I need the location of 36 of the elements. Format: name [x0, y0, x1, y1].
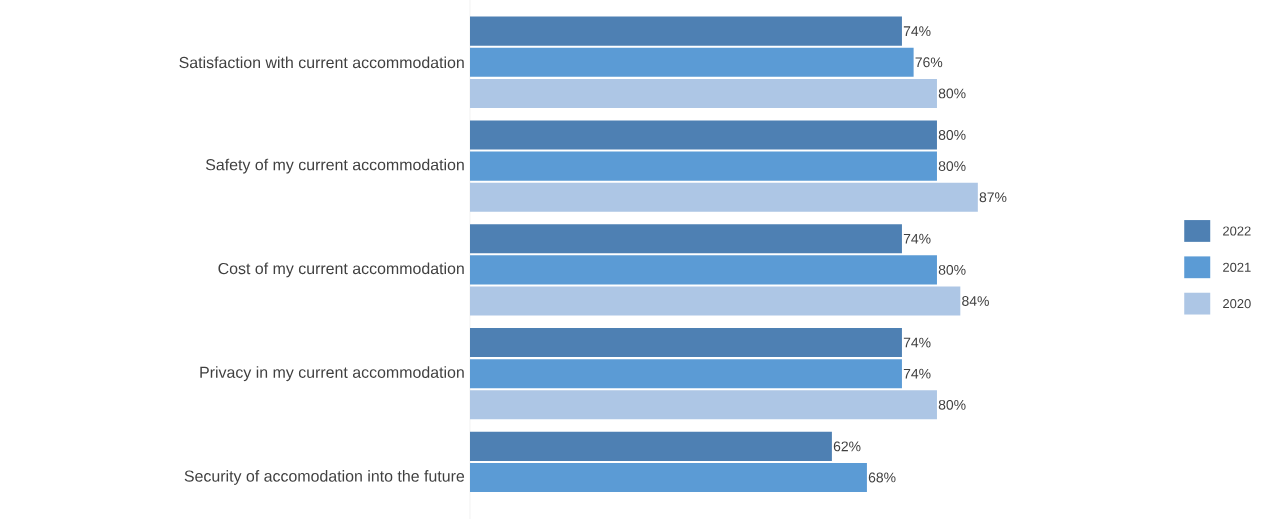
legend-label: 2020 — [1223, 299, 1251, 309]
bar — [470, 120, 937, 150]
data-label: 76% — [915, 57, 943, 68]
y-tick-label: Cost of my current accommodation — [218, 262, 464, 278]
bar — [470, 462, 867, 493]
legend-label: 2022 — [1223, 226, 1251, 236]
data-label: 68% — [868, 472, 896, 483]
bar — [470, 224, 902, 254]
bar — [470, 78, 937, 108]
bar — [470, 47, 914, 77]
bar — [470, 16, 902, 46]
data-label: 74% — [903, 337, 931, 348]
data-label: 80% — [938, 161, 966, 172]
bar — [470, 390, 937, 420]
y-tick-label: Privacy in my current accommodation — [200, 366, 464, 382]
data-label: 80% — [938, 399, 966, 410]
data-label: 80% — [938, 88, 966, 99]
y-tick-label: Safety of my current accommodation — [205, 158, 464, 174]
y-tick-label: Security of accomodation into the future — [184, 470, 465, 485]
bar — [470, 328, 902, 358]
bar — [470, 359, 902, 389]
bar — [470, 151, 937, 181]
data-label: 87% — [979, 192, 1007, 203]
bar — [470, 431, 832, 461]
bar — [470, 182, 978, 212]
data-label: 62% — [833, 441, 861, 452]
data-label: 80% — [938, 130, 966, 140]
y-tick-label: Satisfaction with current accommodation — [179, 56, 464, 69]
legend-label: 2021 — [1223, 262, 1251, 272]
bar — [470, 255, 937, 285]
data-label: 84% — [962, 296, 989, 306]
bar — [470, 286, 961, 316]
data-label: 74% — [903, 368, 931, 379]
data-label: 74% — [903, 233, 931, 244]
data-label: 80% — [938, 264, 966, 275]
data-label: 74% — [903, 26, 931, 37]
